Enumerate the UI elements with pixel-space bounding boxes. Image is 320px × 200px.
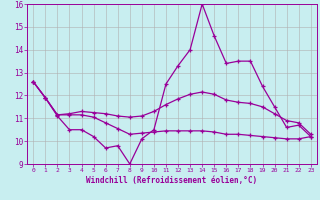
X-axis label: Windchill (Refroidissement éolien,°C): Windchill (Refroidissement éolien,°C) bbox=[86, 176, 258, 185]
